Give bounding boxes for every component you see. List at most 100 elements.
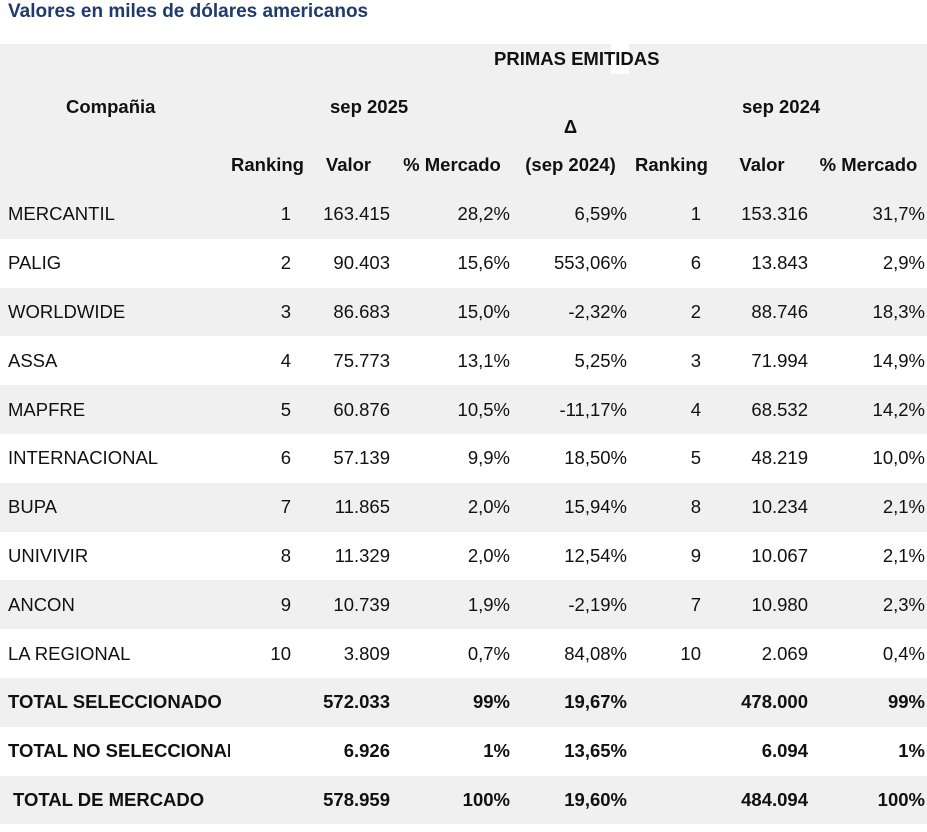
- header-row-columns: Ranking Valor % Mercado (sep 2024) Ranki…: [0, 140, 927, 190]
- total-label: TOTAL NO SELECCIONADO: [8, 740, 230, 762]
- rank-previous: 10: [680, 642, 701, 664]
- valor-current: 75.773: [333, 349, 390, 371]
- pct-previous: 18,3%: [810, 287, 927, 337]
- valor-current: 90.403: [333, 252, 390, 274]
- valor-current: 3.809: [343, 642, 390, 664]
- valor-prev-header: Valor: [739, 154, 785, 175]
- delta-value: 12,54%: [564, 544, 627, 566]
- company-name: MAPFRE: [0, 385, 230, 434]
- rank-current: 8: [280, 544, 291, 566]
- ranking-header: Ranking: [231, 154, 304, 175]
- pct-previous: 14,9%: [872, 349, 925, 371]
- company-name: ASSA: [8, 349, 58, 371]
- valor-current: 60.876: [305, 385, 392, 434]
- valor-previous: 10.234: [714, 482, 810, 532]
- rank-previous-empty: [629, 727, 714, 776]
- rank-current: 10: [270, 642, 291, 664]
- delta-value: -11,17%: [512, 385, 629, 434]
- rank-previous: 2: [629, 287, 714, 337]
- delta-value: -2,19%: [512, 580, 629, 630]
- valor-previous: 2.069: [761, 642, 808, 664]
- delta-value: 19,67%: [512, 677, 629, 727]
- rank-previous-empty: [629, 677, 714, 727]
- company-name: BUPA: [0, 482, 230, 532]
- pct-current: 100%: [392, 775, 512, 825]
- valor-previous: 153.316: [714, 190, 810, 239]
- pct-previous: 99%: [810, 677, 927, 727]
- period-current-header: sep 2025: [330, 96, 409, 117]
- valor-current: 572.033: [305, 677, 392, 727]
- pct-current: 13,1%: [457, 349, 510, 371]
- rank-current: 5: [230, 385, 305, 434]
- delta-value: 18,50%: [564, 447, 627, 469]
- company-name: UNIVIVIR: [8, 544, 89, 566]
- total-label: TOTAL SELECCIONADO: [0, 677, 230, 727]
- table-row: UNIVIVIR 8 11.329 2,0% 12,54% 9 10.067 2,1%: [0, 532, 927, 581]
- valor-header: Valor: [325, 154, 372, 175]
- rank-previous: 4: [629, 385, 714, 434]
- valor-current: 10.739: [305, 580, 392, 630]
- valor-current: 163.415: [305, 190, 392, 239]
- rank-current: 1: [230, 190, 305, 239]
- valor-previous: 10.067: [751, 544, 808, 566]
- valor-previous: 6.094: [761, 740, 808, 762]
- rank-current: 4: [280, 349, 291, 371]
- delta-value: -2,32%: [512, 287, 629, 337]
- table-row: MAPFRE 5 60.876 10,5% -11,17% 4 68.532 14,2%: [0, 385, 927, 434]
- company-name: ANCON: [0, 580, 230, 630]
- delta-value: 6,59%: [512, 190, 629, 239]
- rank-previous: 8: [629, 482, 714, 532]
- rank-current-empty: [230, 775, 305, 825]
- rank-previous: 3: [690, 349, 701, 371]
- rank-current: 2: [280, 252, 291, 274]
- company-name: INTERNACIONAL: [8, 447, 159, 469]
- pct-previous: 2,1%: [882, 544, 925, 566]
- table-row: ASSA 4 75.773 13,1% 5,25% 3 71.994 14,9%: [0, 336, 927, 385]
- delta-value: 15,94%: [512, 482, 629, 532]
- pct-current: 0,7%: [467, 642, 510, 664]
- company-header: Compañia: [66, 96, 156, 117]
- mercado-prev-header: % Mercado: [819, 154, 918, 175]
- pct-previous: 2,1%: [810, 482, 927, 532]
- table-row: LA REGIONAL 10 3.809 0,7% 84,08% 10 2.069 0,4%: [0, 629, 927, 678]
- rank-current: 7: [230, 482, 305, 532]
- valor-previous: 68.532: [714, 385, 810, 434]
- rank-current: 3: [230, 287, 305, 337]
- pct-current: 1%: [483, 740, 510, 762]
- rank-current: 9: [230, 580, 305, 630]
- delta-value: 84,08%: [564, 642, 627, 664]
- rank-current-empty: [230, 677, 305, 727]
- valor-current: 11.865: [305, 482, 392, 532]
- delta-value: 19,60%: [512, 775, 629, 825]
- company-name: MERCANTIL: [0, 190, 230, 239]
- company-name: WORLDWIDE: [0, 287, 230, 337]
- rank-current-empty: [230, 727, 305, 776]
- pct-current: 9,9%: [467, 447, 510, 469]
- total-row: TOTAL NO SELECCIONADO 6.926 1% 13,65% 6.094 1…: [0, 727, 927, 776]
- valor-current: 86.683: [305, 287, 392, 337]
- pct-previous: 31,7%: [810, 190, 927, 239]
- pct-previous: 10,0%: [872, 447, 925, 469]
- valor-previous: 88.746: [714, 287, 810, 337]
- pct-previous: 14,2%: [810, 385, 927, 434]
- period-previous-header: sep 2024: [742, 96, 821, 117]
- table-subtitle: Valores en miles de dólares americanos: [8, 1, 369, 22]
- valor-current: 6.926: [343, 740, 390, 762]
- valor-previous: 10.980: [714, 580, 810, 630]
- total-row: TOTAL SELECCIONADO 572.033 99% 19,67% 478.00…: [0, 677, 927, 727]
- table-row: MERCANTIL 1 163.415 28,2% 6,59% 1 153.316 31,7%: [0, 190, 927, 239]
- valor-previous: 478.000: [714, 677, 810, 727]
- header-row-group: PRIMAS EMITIDAS: [0, 44, 927, 74]
- pct-current: 10,5%: [392, 385, 512, 434]
- table-row: PALIG 2 90.403 15,6% 553,06% 6 13.843 2,9%: [0, 239, 927, 288]
- table-row: INTERNACIONAL 6 57.139 9,9% 18,50% 5 48.219 10,…: [0, 434, 927, 483]
- pct-current: 28,2%: [392, 190, 512, 239]
- pct-current: 15,6%: [457, 252, 510, 274]
- company-name: LA REGIONAL: [8, 642, 131, 664]
- pct-previous: 2,9%: [882, 252, 925, 274]
- valor-previous: 71.994: [751, 349, 808, 371]
- rank-previous: 6: [690, 252, 701, 274]
- delta-value: 553,06%: [553, 252, 627, 274]
- pct-current: 99%: [392, 677, 512, 727]
- pct-previous: 0,4%: [882, 642, 925, 664]
